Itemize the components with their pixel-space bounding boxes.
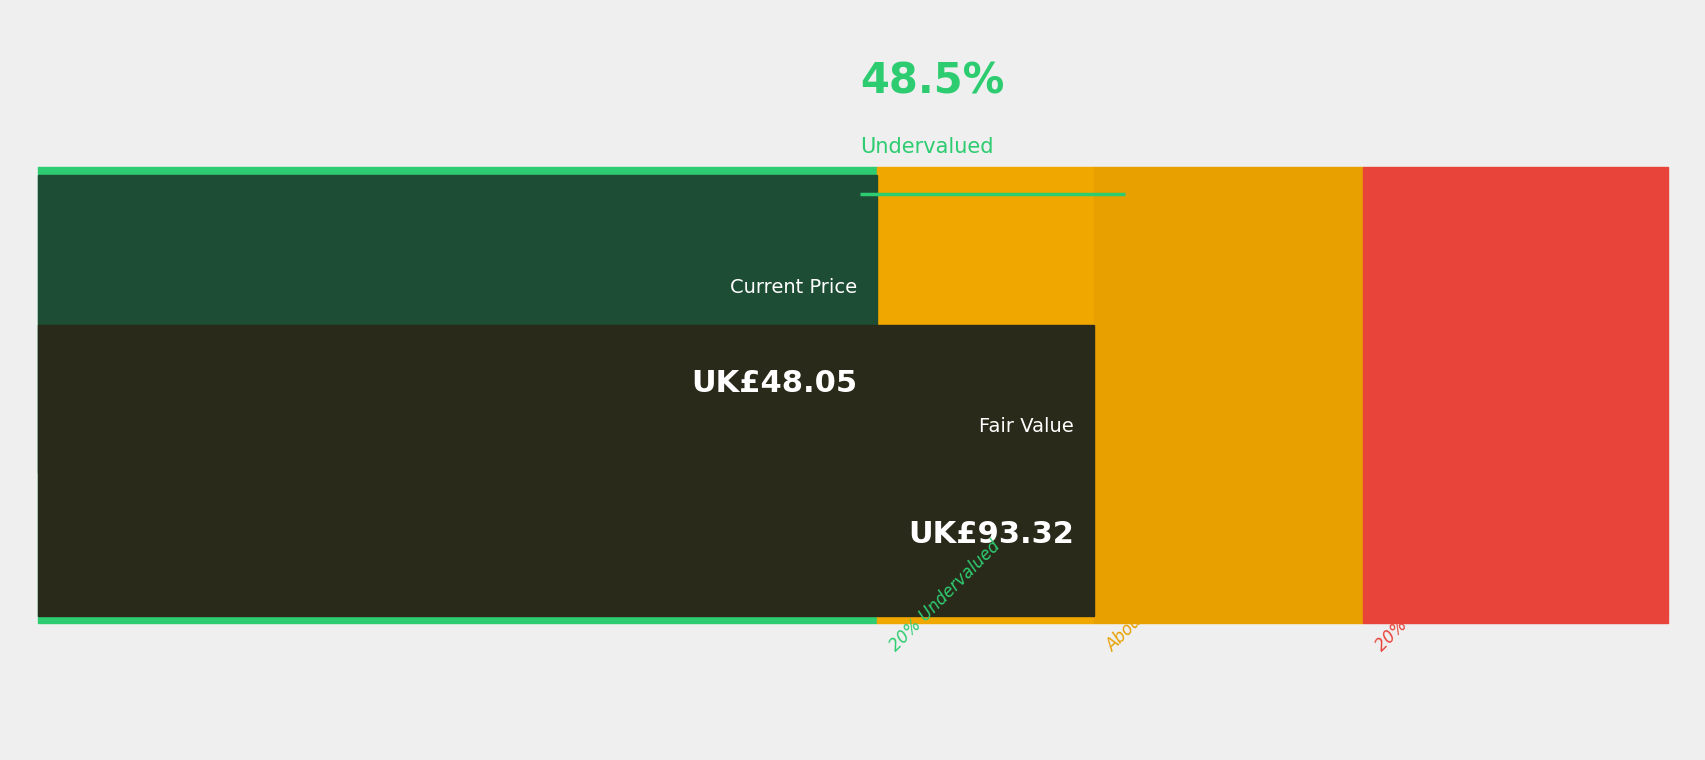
Text: Fair Value: Fair Value: [979, 417, 1072, 436]
Text: 20% Overvalued: 20% Overvalued: [1371, 544, 1482, 655]
Text: UK£48.05: UK£48.05: [691, 369, 856, 397]
Bar: [38, 325, 1093, 616]
Bar: [876, 167, 1093, 623]
Text: About Right: About Right: [1101, 573, 1185, 655]
Text: UK£93.32: UK£93.32: [907, 520, 1072, 549]
Bar: [1362, 167, 1667, 623]
Bar: [38, 167, 876, 623]
Text: 20% Undervalued: 20% Undervalued: [885, 537, 1003, 655]
Text: 48.5%: 48.5%: [859, 61, 1004, 103]
Bar: [38, 175, 876, 473]
Bar: [1093, 167, 1362, 623]
Text: Undervalued: Undervalued: [859, 137, 994, 157]
Text: Current Price: Current Price: [730, 278, 856, 297]
